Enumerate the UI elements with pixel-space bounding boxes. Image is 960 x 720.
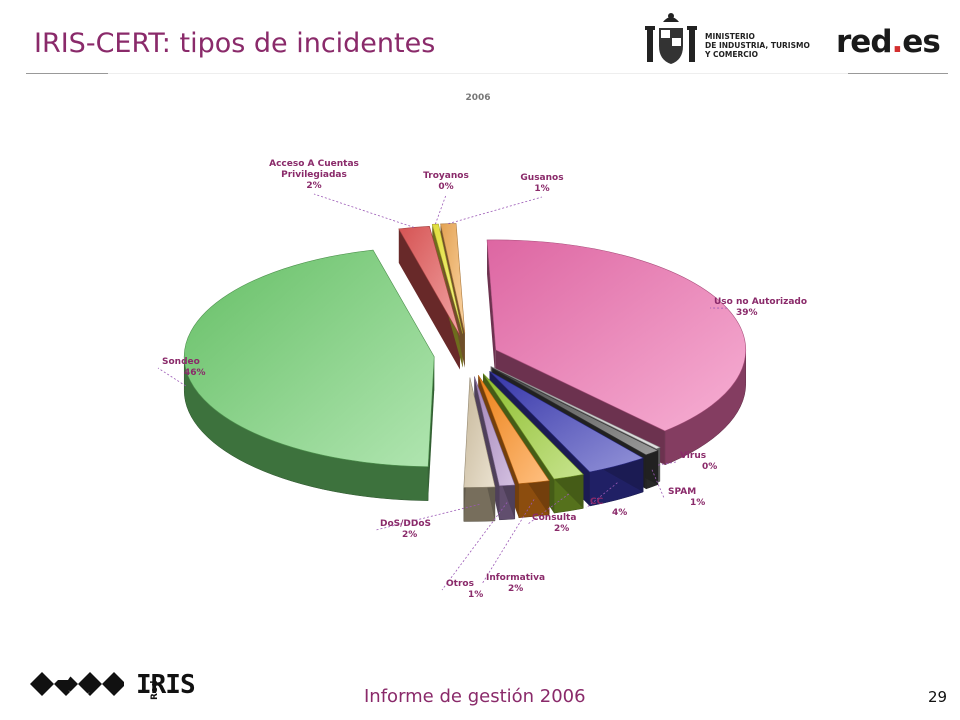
slice-value-consulta: 2% xyxy=(554,524,569,534)
slice-label-troyanos: Troyanos xyxy=(423,171,469,181)
header-rule-middle xyxy=(108,73,848,74)
slice-label-cc: CC xyxy=(590,497,604,507)
rediris-logo: Red IRIS xyxy=(28,660,196,708)
slice-informativa xyxy=(477,375,550,485)
slice-label-uso-no-autorizado: Uso no Autorizado xyxy=(714,297,807,307)
leader-line-consulta xyxy=(527,493,570,525)
ministry-logo: MINISTERIO DE INDUSTRIA, TURISMO Y COMER… xyxy=(643,12,810,68)
red-es-logo: red.es xyxy=(836,24,941,60)
chart-title: 2006 xyxy=(465,93,490,103)
slice-spam xyxy=(492,367,659,456)
slice-sondeo xyxy=(183,249,435,467)
leader-line-sondeo xyxy=(157,367,186,387)
slice-value-acceso-a-cuentas-privilegiadas: 2% xyxy=(306,181,321,191)
slice-label-gusanos: Gusanos xyxy=(520,173,563,183)
slice-virus xyxy=(490,366,661,450)
leader-line-dos-ddos xyxy=(375,504,480,531)
slice-otros xyxy=(474,376,516,487)
slice-label-acceso-a-cuentas-privilegiadas: Acceso A Cuentas Privilegiadas xyxy=(269,159,359,180)
slice-gusanos xyxy=(440,223,466,334)
slice-cc xyxy=(489,370,644,473)
slice-value-dos-ddos: 2% xyxy=(402,530,417,540)
slice-label-virus: Virus xyxy=(680,451,706,461)
coat-of-arms-icon xyxy=(645,13,697,64)
ministry-name: MINISTERIO DE INDUSTRIA, TURISMO Y COMER… xyxy=(705,32,810,59)
slice-value-spam: 1% xyxy=(690,498,705,508)
slice-label-dos-ddos: DoS/DDoS xyxy=(380,519,431,529)
leader-line-troyanos xyxy=(434,194,447,225)
slice-value-informativa: 2% xyxy=(508,584,523,594)
slice-label-spam: SPAM xyxy=(668,487,696,497)
leader-line-spam xyxy=(651,469,665,499)
slice-value-gusanos: 1% xyxy=(534,184,549,194)
slice-edge-acceso-a-cuentas-privilegiadas-0 xyxy=(398,228,460,370)
slice-dos-ddos xyxy=(463,377,496,488)
slice-label-informativa: Informativa xyxy=(486,573,545,583)
leader-line-virus xyxy=(658,461,677,466)
slice-value-otros: 1% xyxy=(468,590,483,600)
slice-edge-uso-no-autorizado-0 xyxy=(487,239,496,384)
slice-consulta xyxy=(482,373,584,480)
leader-line-gusanos xyxy=(448,196,543,225)
leader-line-acceso-a-cuentas-privilegiadas xyxy=(313,193,415,228)
header-rule-left xyxy=(26,73,108,74)
slice-label-sondeo: Sondeo xyxy=(162,357,200,367)
slice-value-sondeo: 46% xyxy=(184,368,206,378)
page-number: 29 xyxy=(928,688,948,706)
slice-edge-sondeo-0 xyxy=(428,356,435,501)
leader-line-cc xyxy=(585,482,618,509)
slice-value-cc: 4% xyxy=(612,508,627,518)
header-rule-right xyxy=(848,73,948,74)
page-title: IRIS-CERT: tipos de incidentes xyxy=(34,28,436,59)
rediris-logo-iris: IRIS xyxy=(136,670,196,700)
slice-value-virus: 0% xyxy=(702,462,717,472)
slice-value-uso-no-autorizado: 39% xyxy=(736,308,758,318)
slice-label-otros: Otros xyxy=(446,579,474,589)
rediris-emblem-icon xyxy=(30,668,124,696)
report-title: Informe de gestión 2006 xyxy=(364,686,586,707)
slice-value-troyanos: 0% xyxy=(438,182,453,192)
leader-line-informativa xyxy=(481,499,535,585)
slice-label-consulta: Consulta xyxy=(532,513,576,523)
pie-chart: 2006 Uso no Autorizado39%Virus0%SPAM1%CC… xyxy=(157,93,807,600)
